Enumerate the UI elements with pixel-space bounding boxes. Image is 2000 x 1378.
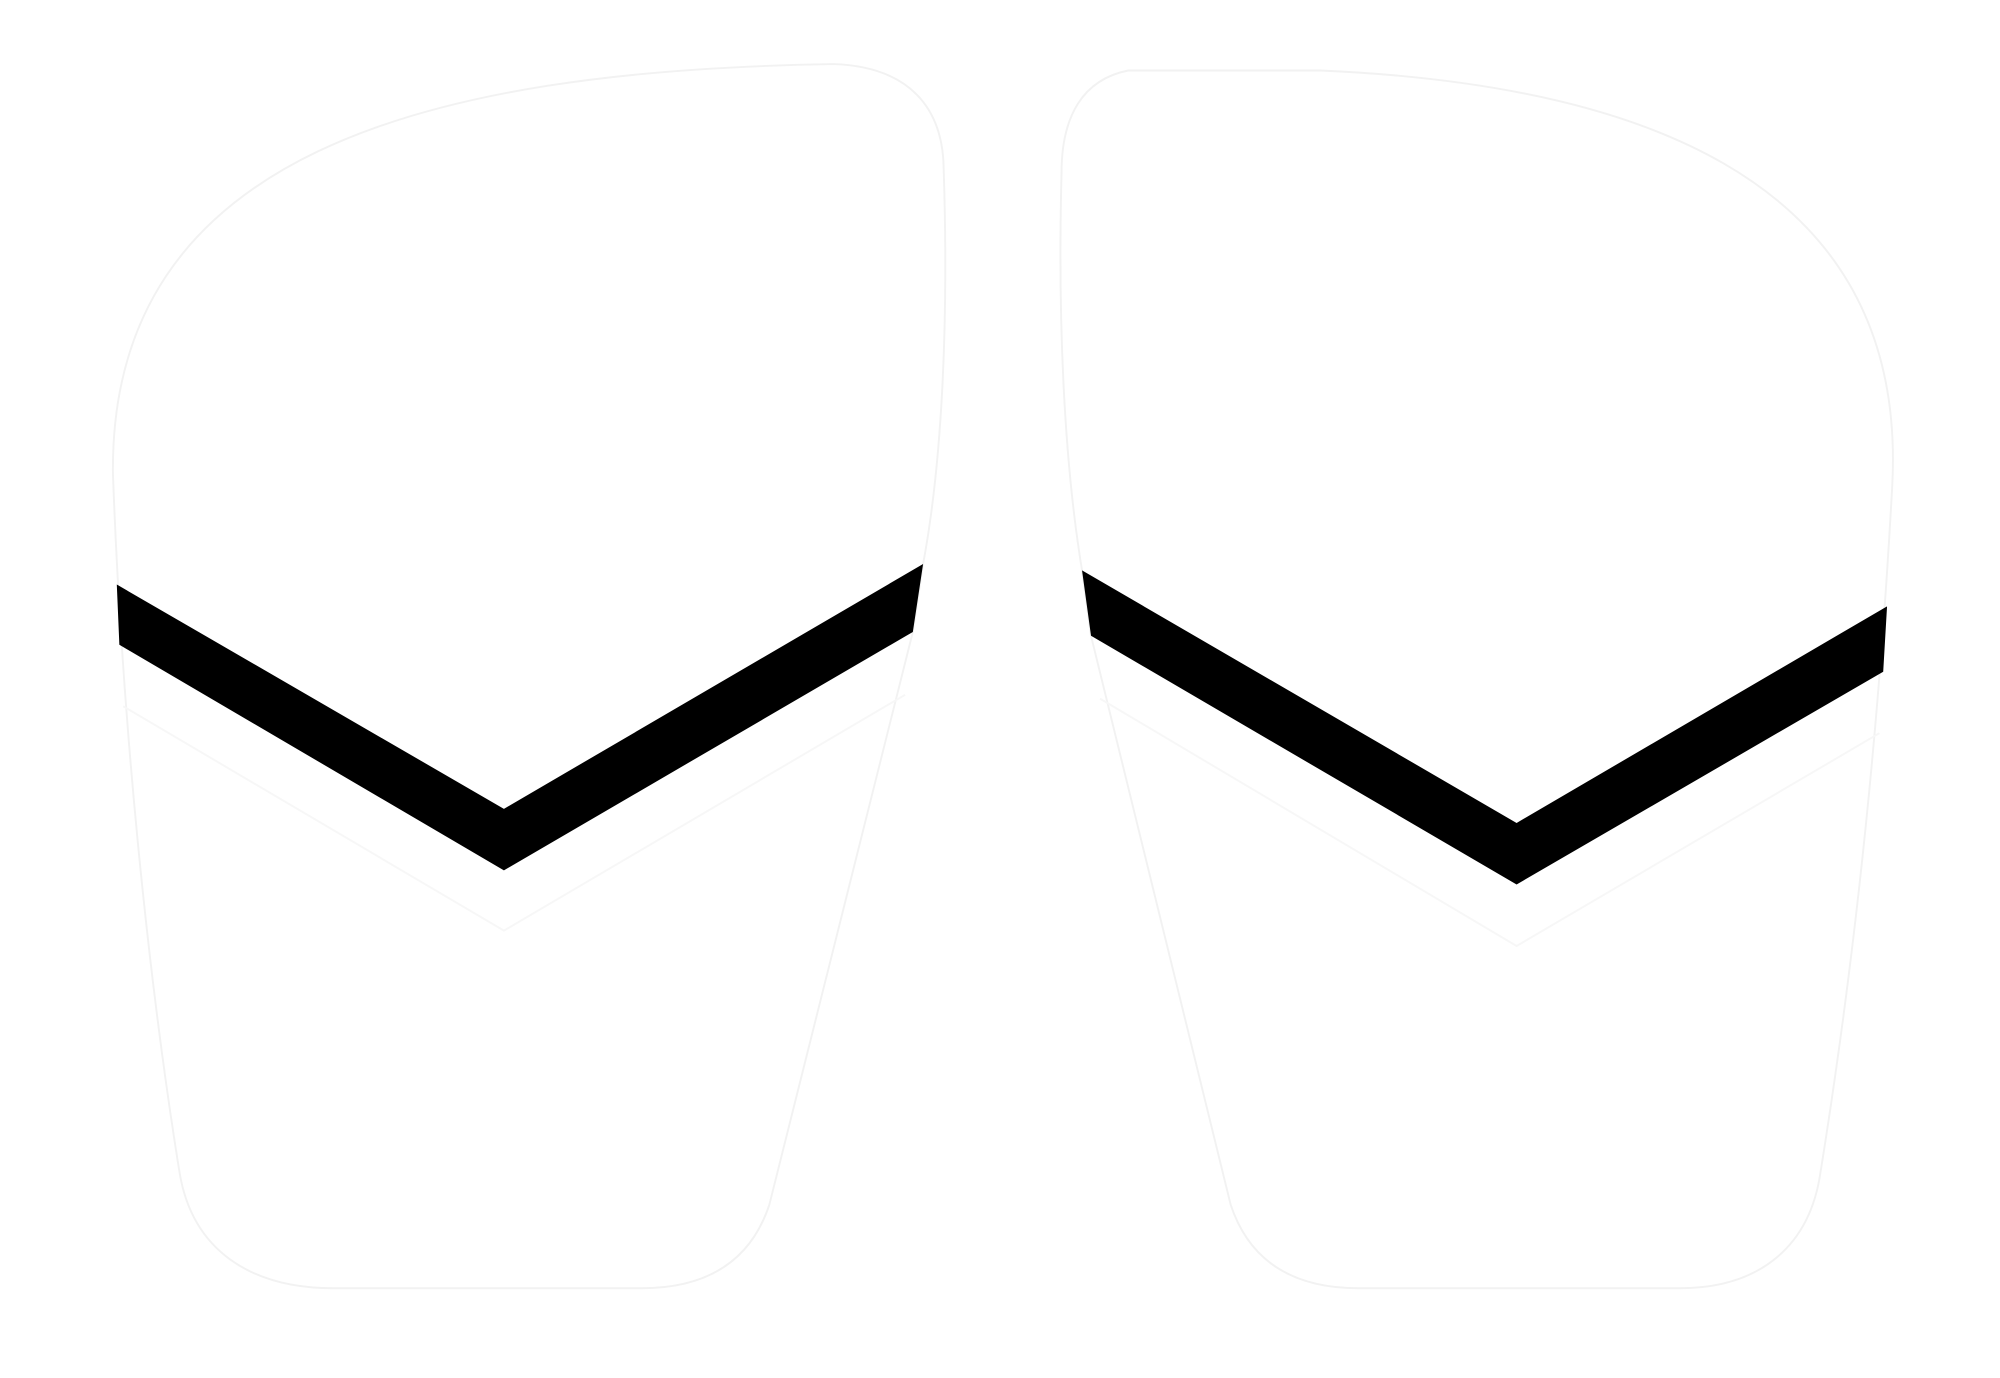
left-chevron-shadow	[122, 693, 906, 932]
right-guard-outline	[1059, 69, 1894, 1290]
right-guard	[1059, 69, 1894, 1290]
left-guard-outline	[111, 63, 947, 1290]
right-chevron-shadow	[1099, 697, 1880, 948]
left-chevron-stripe	[116, 564, 924, 871]
left-guard	[111, 63, 947, 1290]
right-chevron-stripe	[1082, 570, 1888, 885]
